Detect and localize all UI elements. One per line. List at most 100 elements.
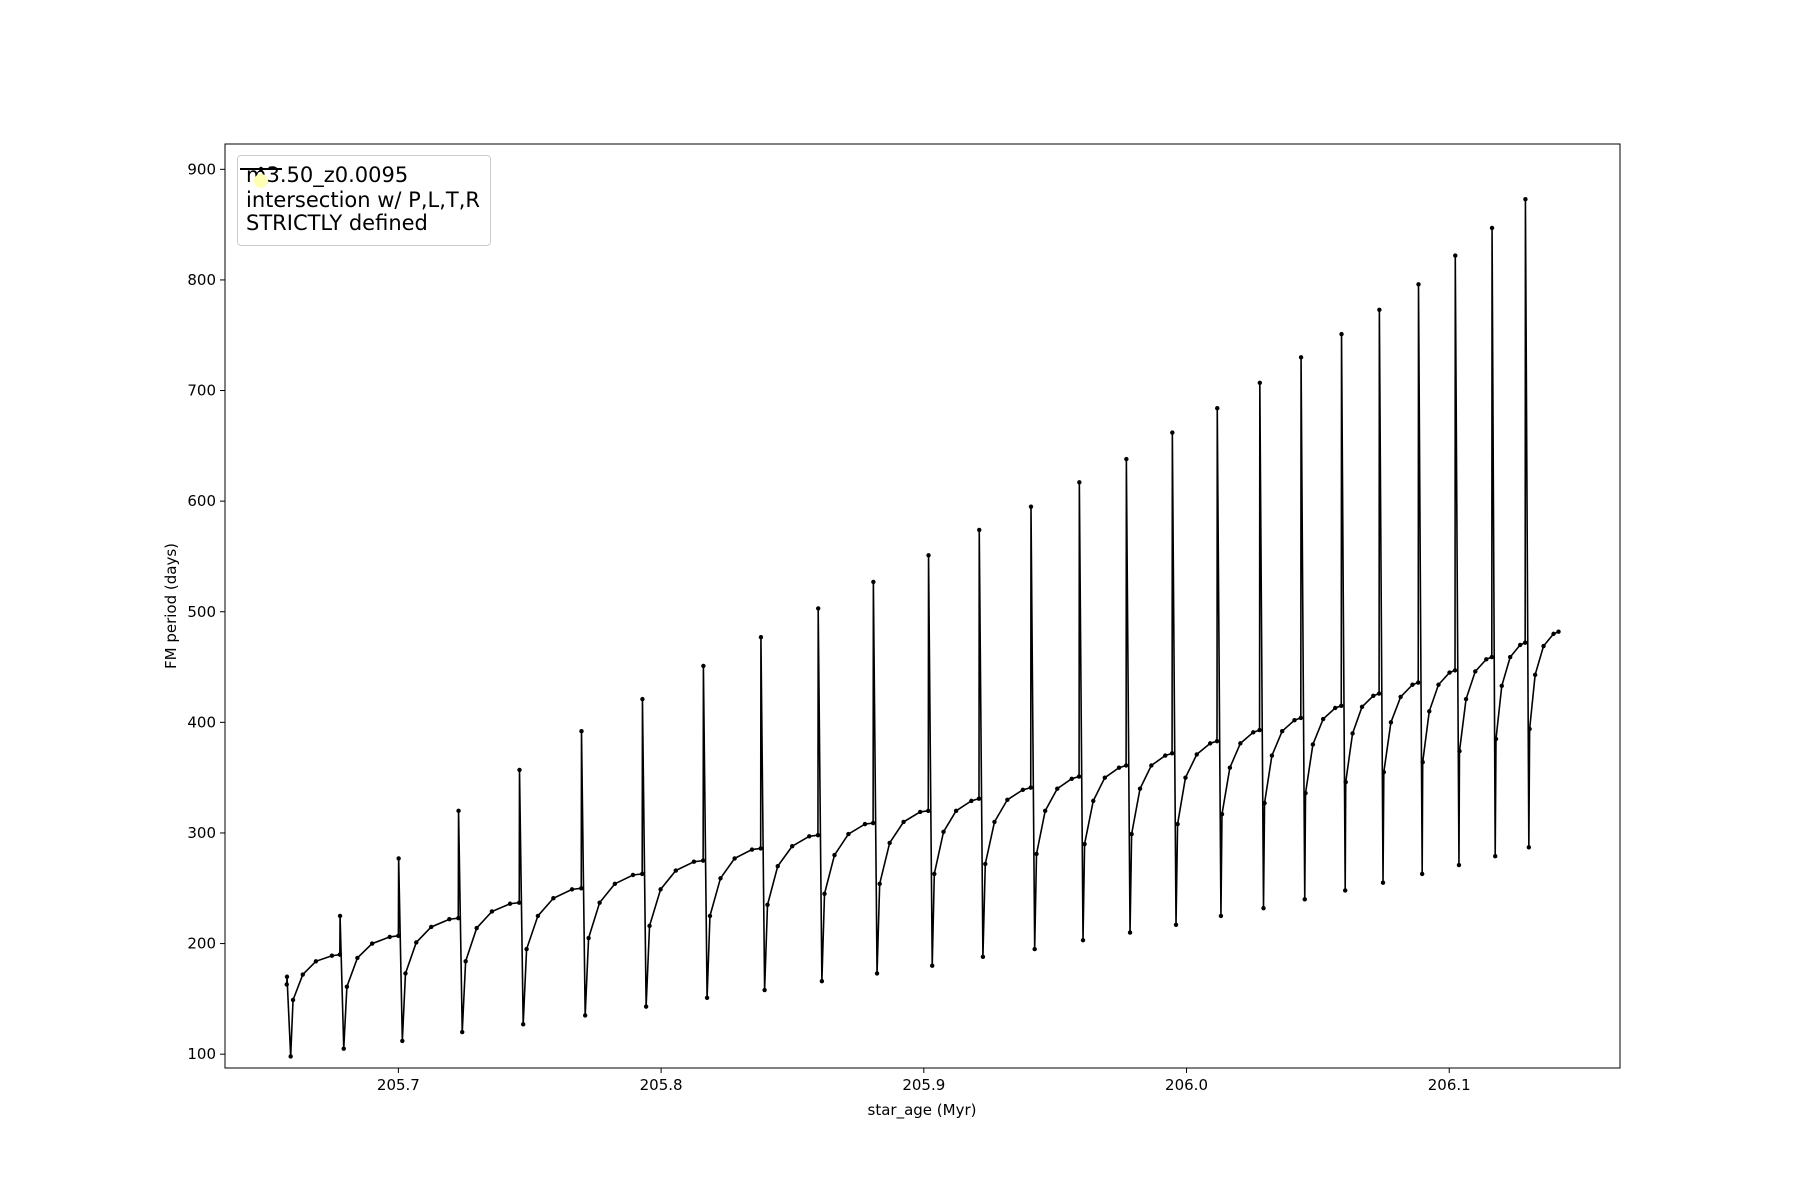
data-point <box>429 924 434 930</box>
data-point <box>369 941 375 946</box>
data-point <box>775 863 780 869</box>
data-point <box>1527 726 1532 732</box>
data-point <box>643 1004 649 1009</box>
data-point <box>1163 753 1168 758</box>
y-tick-label: 600 <box>187 492 216 510</box>
data-point <box>930 963 935 968</box>
data-point <box>400 1038 405 1044</box>
data-point <box>337 913 343 919</box>
data-point <box>1517 642 1523 648</box>
data-point <box>673 868 679 873</box>
legend-label: m3.50_z0.0095 <box>246 163 409 187</box>
data-point <box>1339 703 1344 708</box>
data-point <box>832 852 837 858</box>
data-point <box>1028 785 1033 790</box>
data-point <box>474 925 479 931</box>
data-point <box>1303 790 1308 796</box>
data-point <box>579 729 584 734</box>
data-point <box>1091 798 1096 804</box>
y-tick-label: 100 <box>187 1045 216 1063</box>
data-point <box>1489 225 1495 231</box>
data-point <box>403 971 408 976</box>
data-point <box>1042 808 1048 814</box>
data-point <box>980 954 986 960</box>
data-point <box>387 934 392 940</box>
x-axis-label: star_age (Myr) <box>868 1101 977 1120</box>
data-point <box>1123 763 1129 768</box>
data-point <box>765 902 770 908</box>
data-point <box>1350 731 1355 736</box>
data-point <box>341 1046 346 1051</box>
y-tick-label: 700 <box>187 382 216 400</box>
plot-frame <box>224 143 1621 1069</box>
data-point <box>639 871 645 877</box>
data-point <box>597 900 602 905</box>
data-point <box>1269 753 1275 758</box>
data-point <box>1279 729 1285 734</box>
data-point <box>758 634 764 640</box>
data-point <box>647 923 652 929</box>
legend: m3.50_z0.0095 intersection w/ P,L,T,R STR… <box>237 155 491 247</box>
data-point <box>816 606 821 611</box>
data-point <box>300 972 305 977</box>
data-point <box>1257 380 1263 385</box>
data-point <box>1381 769 1387 775</box>
x-tick-label: 205.8 <box>640 1076 683 1094</box>
data-point <box>815 832 821 838</box>
data-point <box>700 858 706 863</box>
data-point <box>456 808 461 814</box>
data-point <box>1292 717 1297 723</box>
legend-entry: m3.50_z0.0095 <box>240 163 480 187</box>
data-point <box>1463 696 1469 702</box>
data-point <box>1310 742 1316 747</box>
x-tick-label: 206.0 <box>1165 1076 1208 1094</box>
data-point <box>749 847 755 852</box>
data-point <box>1005 797 1010 802</box>
y-tick-label: 500 <box>187 603 216 621</box>
data-point <box>535 913 541 919</box>
data-point <box>1343 888 1348 893</box>
data-point <box>1261 905 1266 911</box>
data-point <box>489 909 495 914</box>
data-point <box>1456 862 1462 868</box>
data-point <box>1453 253 1458 258</box>
data-point <box>1484 657 1489 662</box>
data-point <box>460 1029 465 1035</box>
data-point <box>758 846 763 851</box>
data-point <box>822 891 827 896</box>
data-point <box>1419 871 1425 877</box>
legend-marker <box>258 166 264 172</box>
data-point <box>1526 845 1532 850</box>
data-point <box>447 917 452 922</box>
data-point <box>1215 406 1220 411</box>
data-point <box>1551 631 1556 637</box>
data-point <box>762 987 767 993</box>
data-point <box>1473 669 1478 674</box>
data-point <box>1214 738 1220 744</box>
data-point <box>582 1013 588 1018</box>
data-point <box>871 579 876 585</box>
data-point <box>396 856 401 861</box>
data-point <box>1238 741 1243 746</box>
data-point <box>1541 643 1546 649</box>
data-point <box>1080 938 1086 943</box>
data-point <box>1388 720 1394 725</box>
data-point <box>414 940 419 945</box>
data-point <box>1416 680 1421 685</box>
data-point <box>1452 668 1458 673</box>
y-tick-label: 800 <box>187 271 216 289</box>
data-point <box>718 876 723 881</box>
legend-label: intersection w/ P,L,T,R STRICTLY defined <box>246 188 480 236</box>
data-point <box>313 959 319 964</box>
data-point <box>1410 682 1415 687</box>
data-point <box>1427 709 1432 714</box>
data-point <box>1028 504 1034 509</box>
data-point <box>396 933 401 939</box>
data-point <box>1398 694 1403 700</box>
legend-swatch <box>240 166 282 172</box>
data-point <box>1034 851 1039 857</box>
data-point <box>658 887 663 892</box>
data-point <box>926 808 931 814</box>
